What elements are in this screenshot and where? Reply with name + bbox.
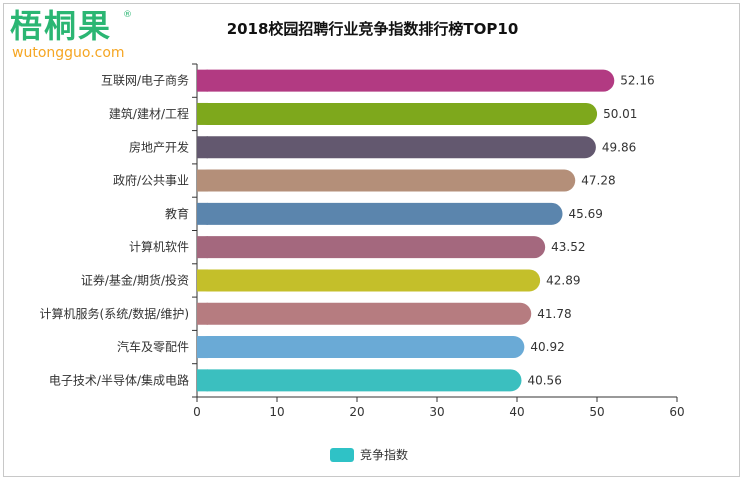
bar-base bbox=[197, 202, 208, 225]
x-tick-label: 20 bbox=[349, 405, 364, 419]
x-tick-label: 60 bbox=[669, 405, 684, 419]
category-label: 政府/公共事业 bbox=[113, 173, 189, 188]
category-label: 教育 bbox=[165, 206, 189, 221]
legend-swatch bbox=[330, 448, 354, 462]
value-label: 52.16 bbox=[620, 74, 654, 88]
category-label: 汽车及零配件 bbox=[117, 339, 189, 354]
bar-base bbox=[197, 336, 208, 359]
bar-base bbox=[197, 369, 208, 392]
value-label: 40.92 bbox=[530, 340, 564, 354]
bar bbox=[197, 169, 576, 192]
bar bbox=[197, 269, 541, 292]
bar bbox=[197, 336, 525, 359]
x-tick-label: 30 bbox=[429, 405, 444, 419]
bar-base bbox=[197, 236, 208, 259]
x-tick-label: 50 bbox=[589, 405, 604, 419]
value-label: 40.56 bbox=[527, 373, 561, 387]
category-label: 计算机服务(系统/数据/维护) bbox=[40, 306, 189, 321]
value-label: 49.86 bbox=[602, 140, 636, 154]
value-label: 45.69 bbox=[569, 207, 603, 221]
logo-url: wutongguo.com bbox=[12, 45, 125, 61]
bar-base bbox=[197, 169, 208, 192]
bar bbox=[197, 202, 563, 225]
brand-logo: 梧桐果 ® wutongguo.com bbox=[10, 8, 135, 68]
category-label: 证券/基金/期货/投资 bbox=[81, 272, 189, 287]
value-label: 47.28 bbox=[581, 174, 615, 188]
x-tick-label: 10 bbox=[269, 405, 284, 419]
value-label: 50.01 bbox=[603, 107, 637, 121]
bar bbox=[197, 236, 546, 259]
chart-title: 2018校园招聘行业竞争指数排行榜TOP10 bbox=[226, 20, 519, 38]
bar-base bbox=[197, 302, 208, 325]
category-label: 计算机软件 bbox=[129, 239, 189, 254]
bar bbox=[197, 69, 615, 92]
bar bbox=[197, 136, 596, 159]
value-label: 43.52 bbox=[551, 240, 585, 254]
legend-label: 竞争指数 bbox=[360, 448, 409, 462]
bar-base bbox=[197, 69, 208, 92]
x-tick-label: 0 bbox=[193, 405, 201, 419]
bar bbox=[197, 369, 522, 392]
category-label: 电子技术/半导体/集成电路 bbox=[49, 372, 189, 387]
bar-base bbox=[197, 102, 208, 125]
category-label: 房地产开发 bbox=[129, 139, 189, 154]
value-label: 42.89 bbox=[546, 273, 580, 287]
logo-name: 梧桐果 bbox=[10, 7, 113, 45]
logo-registered-mark: ® bbox=[123, 10, 132, 20]
value-label: 41.78 bbox=[537, 307, 571, 321]
bar bbox=[197, 302, 532, 325]
bar-base bbox=[197, 136, 208, 159]
bar bbox=[197, 102, 598, 125]
bar-base bbox=[197, 269, 208, 292]
category-label: 互联网/电子商务 bbox=[101, 73, 189, 88]
x-tick-label: 40 bbox=[509, 405, 524, 419]
category-label: 建筑/建材/工程 bbox=[109, 106, 189, 121]
